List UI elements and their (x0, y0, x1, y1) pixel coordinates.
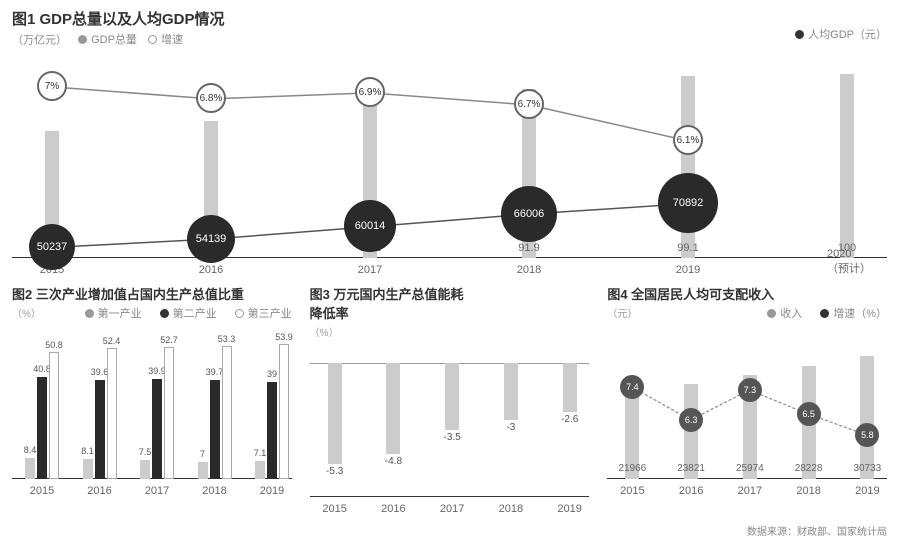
x-label: 2019 (557, 503, 581, 515)
bar-label: -3 (506, 422, 515, 433)
chart1-plot: 68.92015502377%74.62016541396.8%83.22017… (12, 56, 887, 276)
dot-icon (795, 30, 804, 39)
growth-node: 6.8% (196, 83, 226, 113)
bar (328, 363, 342, 464)
dot-icon (767, 309, 776, 318)
x-label: 2019 (676, 264, 700, 276)
x-axis (12, 257, 887, 258)
chart2-title: 图2 三次产业增加值占国内生产总值比重 (12, 284, 292, 303)
bar (563, 363, 577, 412)
growth-node: 7.3 (738, 378, 762, 402)
x-label: 2016 (199, 264, 223, 276)
x-label: 2016 (87, 485, 111, 497)
x-label: 2018 (499, 503, 523, 515)
per-capita-node: 66006 (501, 186, 557, 242)
legend-per-capita: 人均GDP（元） (795, 26, 887, 42)
bar-group: 8.440.850.8 (25, 352, 59, 479)
chart-energy: 图3 万元国内生产总值能耗降低率 （%） -5.32015-4.82016-3.… (310, 284, 590, 514)
x-label: 2017 (440, 503, 464, 515)
bar-group: 7.13953.9 (255, 344, 289, 479)
per-capita-node: 70892 (658, 173, 718, 233)
x-label: 2018 (517, 264, 541, 276)
bar-label: -2.6 (561, 414, 578, 425)
x-label: 2015 (322, 503, 346, 515)
dot-icon (78, 35, 87, 44)
dot-icon (85, 309, 94, 318)
x-label: 2017 (145, 485, 169, 497)
bar (445, 363, 459, 430)
chart-industry: 图2 三次产业增加值占国内生产总值比重 （%） 第一产业 第二产业 第三产业 8… (12, 284, 292, 514)
bar-label: -4.8 (385, 456, 402, 467)
x-label: 2017 (738, 485, 762, 497)
chart2-legend: （%） 第一产业 第二产业 第三产业 (12, 305, 292, 321)
growth-node: 6.7% (514, 89, 544, 119)
bar (504, 363, 518, 420)
chart1-title: 图1 GDP总量以及人均GDP情况 (12, 8, 887, 29)
growth-node: 6.5 (797, 402, 821, 426)
chart4-legend: （元） 收入 增速（%） (607, 305, 887, 321)
growth-node: 6.1% (673, 125, 703, 155)
dot-icon (160, 309, 169, 318)
chart4-plot: 219667.42015238216.32016259747.320172822… (607, 327, 887, 497)
chart-gdp: 图1 GDP总量以及人均GDP情况 （万亿元） GDP总量 增速 人均GDP（元… (12, 8, 887, 278)
bar-label: -3.5 (444, 432, 461, 443)
x-label: 2020（预计） (827, 248, 867, 276)
x-label: 2015 (30, 485, 54, 497)
x-label: 2015 (620, 485, 644, 497)
growth-node: 7.4 (620, 375, 644, 399)
growth-node: 5.8 (855, 423, 879, 447)
growth-node: 6.9% (355, 77, 385, 107)
chart3-plot: -5.3 2015 -4.8 2016 -3.5 2017 -3 2018 -2.6 2019 (310, 345, 590, 515)
dot-icon (820, 309, 829, 318)
x-label: 2019 (260, 485, 284, 497)
bar-group: 8.139.652.4 (83, 348, 117, 479)
x-label: 2016 (679, 485, 703, 497)
legend-gdp-total: GDP总量 (78, 31, 137, 47)
x-label: 2019 (855, 485, 879, 497)
dot-icon (235, 309, 244, 318)
dot-icon (148, 35, 157, 44)
bar-group: 739.753.3 (198, 346, 232, 479)
chart4-title: 图4 全国居民人均可支配收入 (607, 284, 887, 303)
chart1-subtitle: （万亿元） GDP总量 增速 (12, 31, 887, 48)
x-label: 2018 (202, 485, 226, 497)
per-capita-node: 60014 (344, 200, 396, 252)
chart2-plot: 8.440.850.8 2015 8.139.652.4 2016 7.539.952.… (12, 327, 292, 497)
per-capita-node: 50237 (29, 224, 75, 270)
growth-node: 6.3 (679, 408, 703, 432)
chart3-title: 图3 万元国内生产总值能耗降低率 (310, 284, 590, 322)
chart1-lines (12, 56, 887, 258)
x-label: 2018 (796, 485, 820, 497)
bar-label: -5.3 (326, 466, 343, 477)
x-label: 2017 (358, 264, 382, 276)
growth-node: 7% (37, 71, 67, 101)
chart-income: 图4 全国居民人均可支配收入 （元） 收入 增速（%） 219667.42015… (607, 284, 887, 514)
data-source: 数据来源：财政部、国家统计局 (747, 523, 887, 538)
per-capita-node: 54139 (187, 215, 235, 263)
x-label: 2016 (381, 503, 405, 515)
bar-group: 7.539.952.7 (140, 347, 174, 479)
legend-growth: 增速 (148, 31, 183, 47)
bar (386, 363, 400, 454)
